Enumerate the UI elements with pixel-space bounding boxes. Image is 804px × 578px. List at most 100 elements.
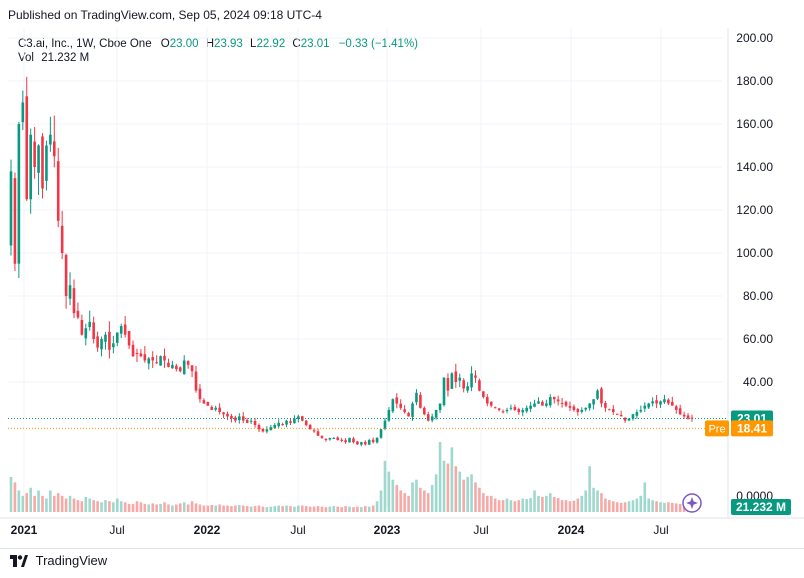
volume-bar [9,477,13,512]
volume-bar [226,505,229,512]
x-tick-label: 2023 [374,523,401,537]
symbol-legend[interactable]: C3.ai, Inc., 1W, Cboe One O23.00 H23.93 … [18,36,418,52]
candle-body [501,411,505,413]
volume-bar [643,482,647,512]
candle-body [115,332,119,343]
candle-body [222,412,225,415]
volume-bar [190,501,194,512]
legend-l-label: L [250,38,257,50]
volume-bar [92,500,95,512]
legend-open: 23.00 [169,38,199,50]
volume-bar [68,495,72,512]
volume-bar [639,495,643,512]
candle-body [348,437,351,443]
candle-body [293,418,296,424]
volume-bar [300,505,304,512]
volume-bar [548,493,552,512]
candle-body [123,324,127,335]
candle-body [147,358,151,364]
volume-bar [611,501,615,512]
candle-body [84,328,88,339]
volume-bar [194,503,198,512]
volume-bar [438,442,442,512]
volume-bar [454,466,458,512]
volume-legend[interactable]: Vol 21.232 M [18,52,89,64]
legend-close: 23.01 [300,38,330,50]
volume-bar [576,498,580,512]
volume-bar [584,490,588,512]
candle-body [297,416,300,420]
candle-body [198,388,202,400]
candle-body [482,391,485,398]
volume-bar [340,507,343,512]
candle-body [639,409,643,412]
volume-bar [163,502,166,512]
candle-body [533,403,536,407]
candle-body [135,352,139,355]
candle-body [678,408,682,415]
candle-body [96,336,99,348]
price-chart[interactable]: 200.00 180.00 160.00 140.00 120.00 100.00 80.0… [0,28,804,548]
volume-bar [261,506,265,512]
volume-bar [72,498,76,512]
volume-bar [108,501,111,512]
candle-body [474,375,477,378]
pre-market-badge [705,420,729,437]
candle-body [92,322,95,339]
volume-bar [84,496,88,512]
candle-body [178,367,182,372]
volume-bar [96,501,99,512]
volume-bar [458,471,462,512]
candle-body [261,428,265,432]
candle-body [659,401,662,405]
x-tick-label: Jul [653,523,668,537]
candle-body [529,405,532,409]
candle-body [411,403,414,417]
volume-bar [115,498,119,512]
candle-body [194,371,198,391]
volume-bar [222,505,225,512]
volume-bar [210,505,214,512]
volume-bar [434,474,438,512]
candle-body [415,392,418,403]
volume-bar [466,477,469,512]
candle-body [226,413,229,417]
candle-body [253,421,257,425]
volume-bar [88,498,92,512]
candle-body [489,401,493,406]
candle-body [556,399,560,402]
volume-bar [241,505,245,512]
legend-high: 23.93 [214,38,243,50]
candle-body [269,427,273,431]
volume-bar [588,466,591,512]
candle-body [667,399,670,404]
volume-bar [348,506,351,512]
volume-bar [167,504,170,512]
volume-bar [430,485,434,512]
volume-bar [403,493,406,512]
volume-bar [234,505,237,512]
volume-bar [33,495,36,512]
volume-bar [426,493,430,512]
volume-bar [450,447,454,512]
volume-bar [198,504,202,512]
candle-body [426,414,430,421]
candle-body [419,394,422,408]
candle-body [53,141,56,157]
volume-bar [399,490,403,512]
volume-bar [529,498,532,512]
volume-bar [238,505,241,512]
candle-body [360,442,363,445]
candle-body [80,319,84,335]
volume-bar [580,495,584,512]
volume-bar [112,502,115,512]
x-tick-label: 2021 [11,523,38,537]
volume-bar [635,498,639,512]
volume-bar [423,490,426,512]
candle-body [21,102,25,123]
candle-body [104,334,107,342]
volume-bar [411,482,414,512]
volume-bar [41,495,44,512]
volume-bar [474,482,477,512]
y-tick-label: 60.00 [743,332,773,346]
